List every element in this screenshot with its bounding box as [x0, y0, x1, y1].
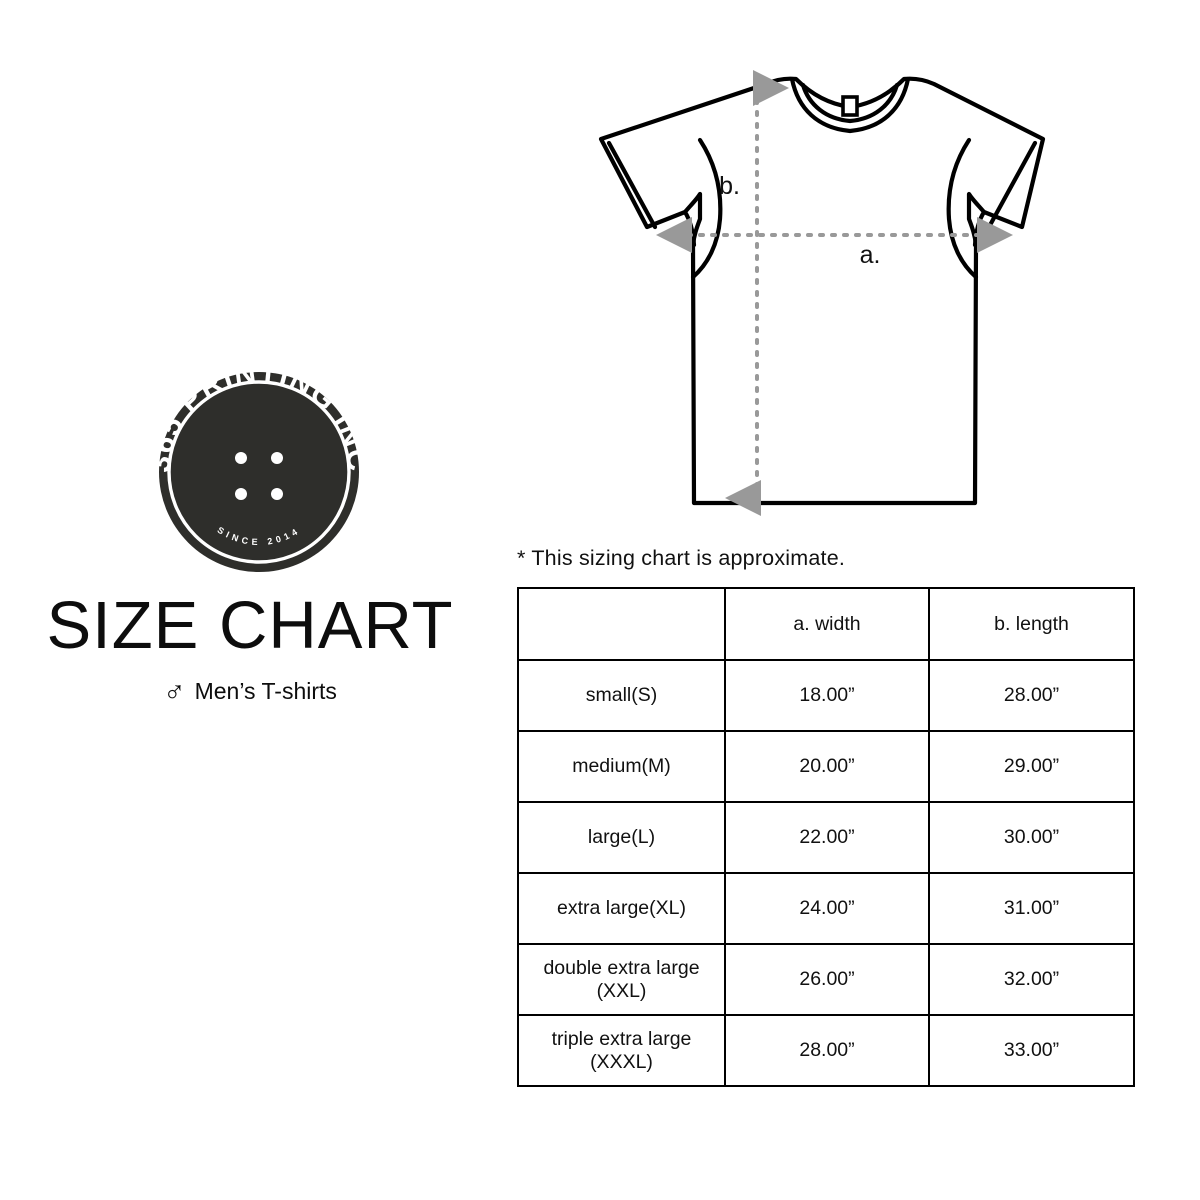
cell-size: double extra large (XXL) — [517, 943, 726, 1016]
cell-size: triple extra large (XXXL) — [517, 1014, 726, 1087]
cell-size-line1: extra large(XL) — [557, 897, 686, 919]
cell-length: 33.00” — [928, 1014, 1135, 1087]
table-row: large(L) 22.00” 30.00” — [517, 801, 1135, 874]
collar-inner — [800, 82, 900, 124]
logo-dot — [271, 452, 283, 464]
table-row: medium(M) 20.00” 29.00” — [517, 730, 1135, 803]
cell-width: 26.00” — [724, 943, 930, 1016]
table-row: extra large(XL) 24.00” 31.00” — [517, 872, 1135, 945]
cell-size-line2: (XXXL) — [590, 1050, 653, 1073]
logo-dot — [271, 488, 283, 500]
cell-size-line1: triple extra large — [551, 1027, 692, 1050]
table-row: triple extra large (XXXL) 28.00” 33.00” — [517, 1014, 1135, 1087]
cell-size: large(L) — [517, 801, 726, 874]
cell-width: 28.00” — [724, 1014, 930, 1087]
subtitle-row: ♂ Men’s T-shirts — [40, 678, 460, 708]
cell-length: 28.00” — [928, 659, 1135, 732]
length-label: b. — [719, 172, 740, 200]
approximate-note: * This sizing chart is approximate. — [517, 546, 846, 570]
logo-outer-circle — [159, 372, 359, 572]
logo-dots — [235, 452, 283, 500]
tshirt-diagram: b. a. — [560, 55, 1070, 525]
cell-size-line1: large(L) — [587, 826, 656, 848]
neck-tag — [841, 95, 859, 117]
page-title: SIZE CHART — [46, 588, 454, 663]
cell-size-line1: double extra large — [543, 956, 700, 979]
cell-length: 32.00” — [928, 943, 1135, 1016]
cell-width: 22.00” — [724, 801, 930, 874]
cell-size: medium(M) — [517, 730, 726, 803]
cell-size: extra large(XL) — [517, 872, 726, 945]
logo-dot — [235, 452, 247, 464]
cell-width: 20.00” — [724, 730, 930, 803]
right-underarm — [972, 209, 987, 248]
table-row: small(S) 18.00” 28.00” — [517, 659, 1135, 732]
cell-size-line1: medium(M) — [572, 755, 671, 777]
cell-length: 31.00” — [928, 872, 1135, 945]
logo-dot — [235, 488, 247, 500]
cell-width: 24.00” — [724, 872, 930, 945]
table-header-row: a. width b. length — [517, 587, 1135, 661]
brand-logo: 365 PRINTING INC SINCE 2014 — [146, 360, 372, 574]
logo-inner-ring — [167, 380, 351, 564]
tshirt-outline — [598, 76, 1046, 506]
header-cell-width: a. width — [724, 587, 930, 661]
cell-length: 29.00” — [928, 730, 1135, 803]
page-subtitle: Men’s T-shirts — [194, 678, 337, 704]
cell-size-line1: small(S) — [585, 684, 658, 706]
cell-width: 18.00” — [724, 659, 930, 732]
table-row: double extra large (XXL) 26.00” 32.00” — [517, 943, 1135, 1016]
right-cuff-band — [986, 140, 1038, 230]
left-cuff-band — [606, 140, 658, 230]
size-table: a. width b. length small(S) 18.00” 28.00… — [517, 587, 1135, 1087]
cell-size-line2: (XXL) — [596, 979, 647, 1002]
header-cell-length: b. length — [928, 587, 1135, 661]
cell-length: 30.00” — [928, 801, 1135, 874]
collar-outer — [789, 76, 911, 134]
left-underarm — [682, 209, 697, 248]
cell-size: small(S) — [517, 659, 726, 732]
width-label: a. — [860, 241, 881, 269]
header-cell-size — [517, 587, 726, 661]
male-gender-icon: ♂ — [163, 676, 186, 709]
